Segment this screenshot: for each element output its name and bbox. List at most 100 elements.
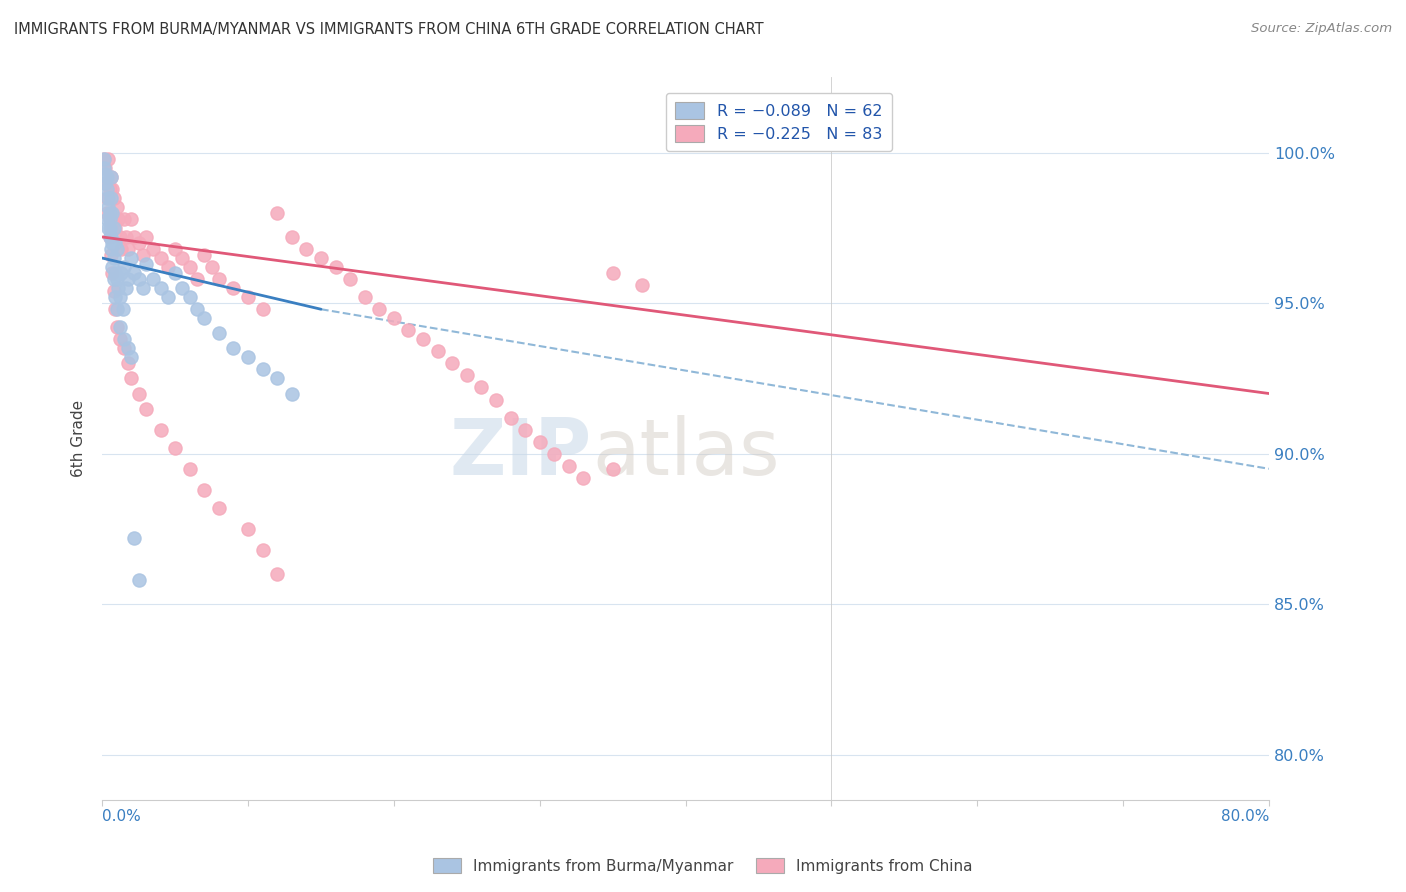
Point xyxy=(208,500,231,515)
Point xyxy=(105,242,128,256)
Point xyxy=(103,251,125,265)
Point xyxy=(149,251,172,265)
Y-axis label: 6th Grade: 6th Grade xyxy=(72,401,86,477)
Point xyxy=(142,272,165,286)
Point xyxy=(110,266,132,280)
Text: IMMIGRANTS FROM BURMA/MYANMAR VS IMMIGRANTS FROM CHINA 6TH GRADE CORRELATION CHA: IMMIGRANTS FROM BURMA/MYANMAR VS IMMIGRA… xyxy=(14,22,763,37)
Point xyxy=(105,200,128,214)
Point xyxy=(222,281,245,295)
Point xyxy=(186,302,208,317)
Point xyxy=(108,290,131,304)
Point xyxy=(179,462,201,476)
Point xyxy=(236,522,259,536)
Point xyxy=(124,230,146,244)
Point xyxy=(208,326,231,341)
Point xyxy=(103,272,125,286)
Point xyxy=(266,371,288,385)
Legend: Immigrants from Burma/Myanmar, Immigrants from China: Immigrants from Burma/Myanmar, Immigrant… xyxy=(427,852,979,880)
Point xyxy=(252,543,274,558)
Point xyxy=(100,169,122,184)
Point xyxy=(98,206,121,220)
Point xyxy=(193,483,215,497)
Point xyxy=(100,191,122,205)
Point xyxy=(97,200,120,214)
Point xyxy=(165,266,187,280)
Point xyxy=(93,152,115,166)
Point xyxy=(110,242,132,256)
Point xyxy=(165,441,187,455)
Point xyxy=(193,248,215,262)
Point xyxy=(149,281,172,295)
Text: atlas: atlas xyxy=(592,415,780,491)
Point xyxy=(572,471,595,485)
Point xyxy=(93,161,115,175)
Point xyxy=(111,302,134,317)
Point xyxy=(100,230,122,244)
Point xyxy=(186,272,208,286)
Point xyxy=(104,235,127,250)
Point xyxy=(98,211,121,226)
Point xyxy=(412,332,434,346)
Point xyxy=(94,176,117,190)
Text: 80.0%: 80.0% xyxy=(1220,809,1268,824)
Point xyxy=(112,260,135,274)
Point xyxy=(103,191,125,205)
Point xyxy=(100,169,122,184)
Point xyxy=(499,410,522,425)
Point xyxy=(108,320,131,334)
Point xyxy=(96,169,118,184)
Point xyxy=(103,221,125,235)
Point xyxy=(441,356,464,370)
Point xyxy=(149,423,172,437)
Point xyxy=(96,191,118,205)
Point xyxy=(485,392,508,407)
Point xyxy=(132,248,155,262)
Point xyxy=(107,211,129,226)
Point xyxy=(104,290,127,304)
Point xyxy=(101,182,124,196)
Point xyxy=(513,423,536,437)
Point xyxy=(100,242,122,256)
Point xyxy=(128,235,150,250)
Point xyxy=(128,573,150,587)
Point xyxy=(97,152,120,166)
Point xyxy=(94,167,117,181)
Point xyxy=(98,230,121,244)
Point xyxy=(200,260,222,274)
Point xyxy=(105,272,128,286)
Point xyxy=(120,371,142,385)
Point xyxy=(112,342,135,356)
Point xyxy=(108,332,131,346)
Point xyxy=(529,434,551,449)
Point xyxy=(179,260,201,274)
Point xyxy=(222,342,245,356)
Point xyxy=(96,206,118,220)
Point xyxy=(120,251,142,265)
Point xyxy=(630,278,652,293)
Point xyxy=(104,221,127,235)
Point xyxy=(602,266,624,280)
Point xyxy=(104,266,127,280)
Text: 0.0%: 0.0% xyxy=(103,809,141,824)
Point xyxy=(108,230,131,244)
Point xyxy=(101,266,124,280)
Point xyxy=(96,182,118,196)
Point xyxy=(100,221,122,235)
Point xyxy=(98,221,121,235)
Point xyxy=(128,386,150,401)
Point xyxy=(117,356,139,370)
Point xyxy=(236,351,259,365)
Point xyxy=(94,176,117,190)
Point xyxy=(104,302,127,317)
Point xyxy=(208,272,231,286)
Point xyxy=(142,242,165,256)
Point xyxy=(135,257,157,271)
Point xyxy=(112,332,135,346)
Point xyxy=(114,281,136,295)
Point xyxy=(172,251,194,265)
Point xyxy=(179,290,201,304)
Point xyxy=(112,211,135,226)
Point xyxy=(252,362,274,376)
Point xyxy=(124,266,146,280)
Point xyxy=(398,323,420,337)
